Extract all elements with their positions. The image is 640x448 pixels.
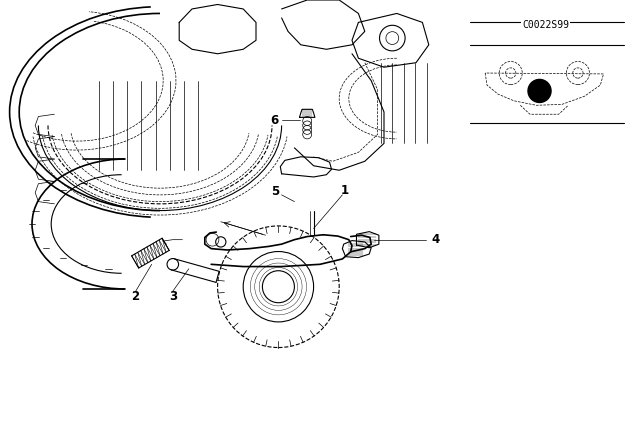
Text: 3: 3 (169, 290, 177, 303)
Text: 5: 5 (271, 185, 279, 198)
Text: 6: 6 (270, 113, 278, 127)
Circle shape (528, 79, 551, 103)
Text: C0022S99: C0022S99 (522, 20, 570, 30)
Text: 1: 1 (340, 184, 348, 197)
Text: 2: 2 (132, 290, 140, 303)
Text: 4: 4 (431, 233, 439, 246)
Circle shape (216, 237, 226, 247)
